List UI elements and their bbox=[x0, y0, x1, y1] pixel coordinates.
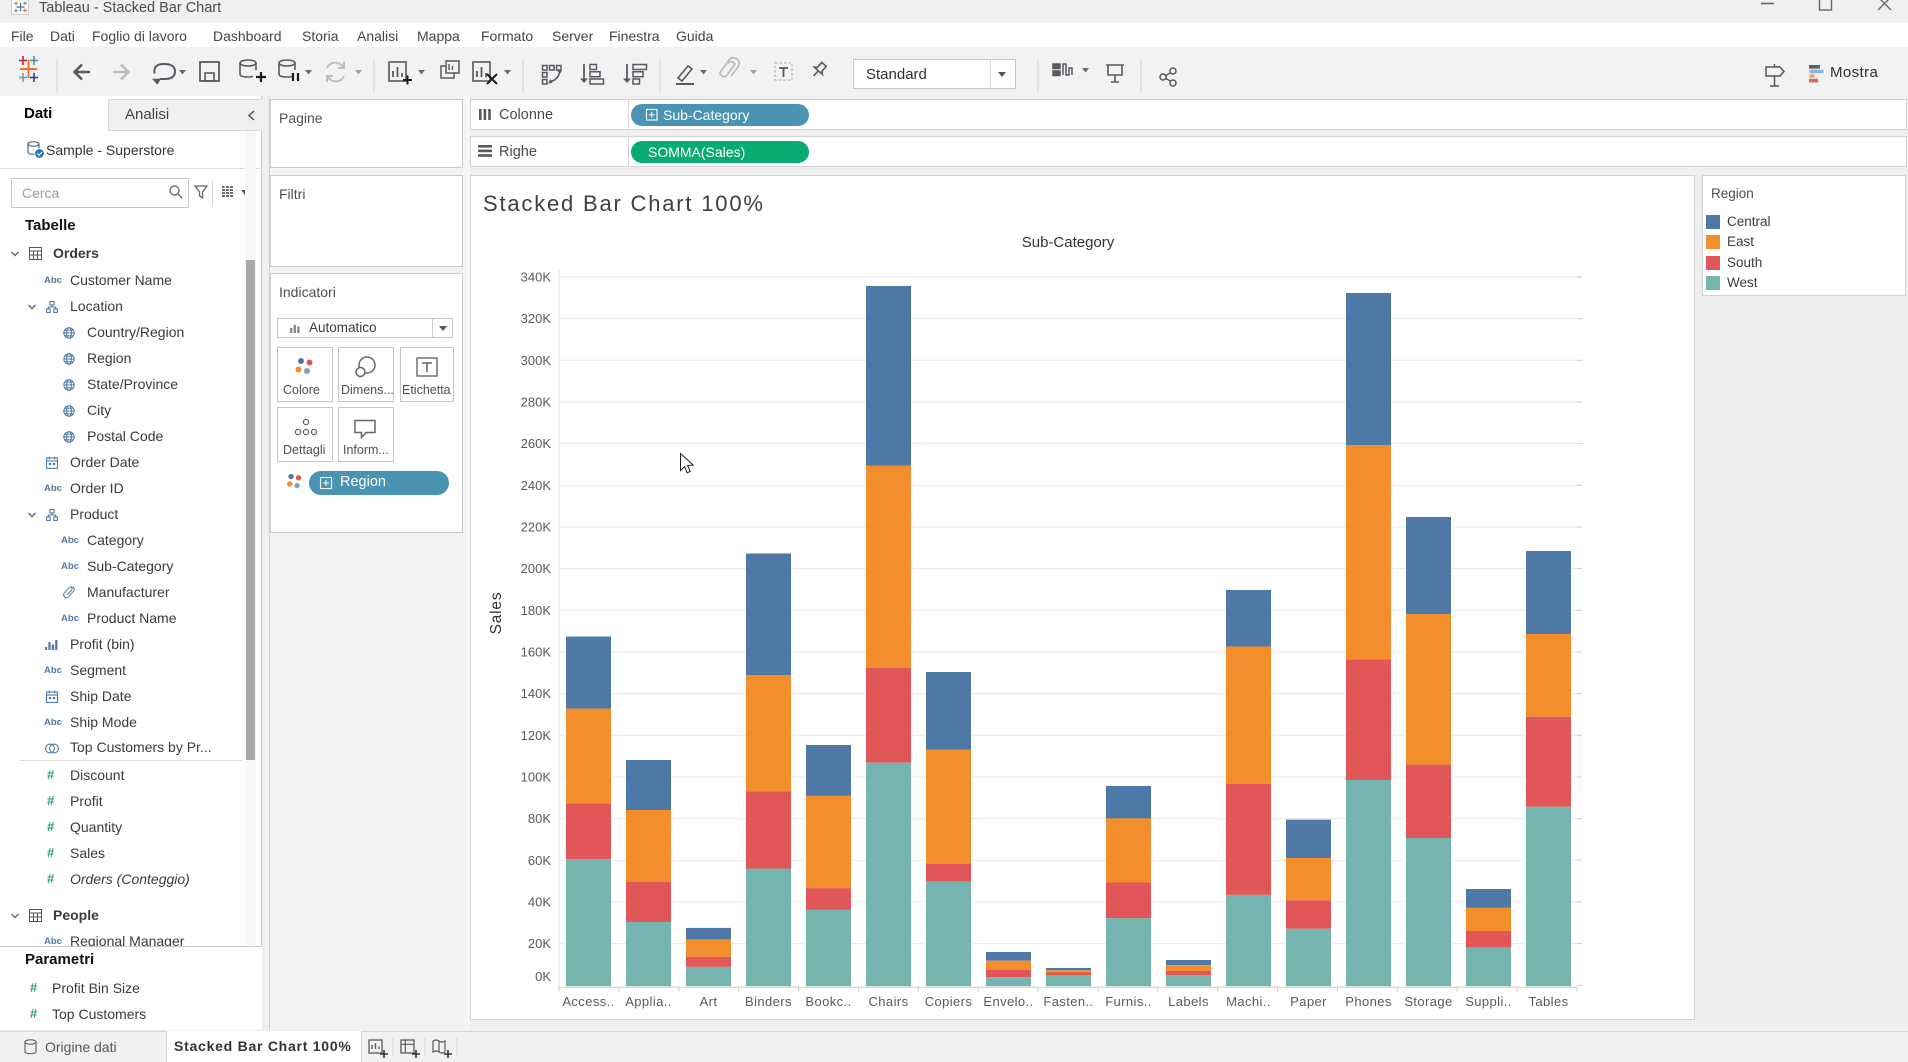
svg-text:Tables: Tables bbox=[1529, 994, 1569, 1009]
svg-text:Sub-Category: Sub-Category bbox=[1022, 234, 1115, 251]
svg-text:Bookc..: Bookc.. bbox=[805, 994, 851, 1009]
svg-text:Stacked Bar Chart 100%: Stacked Bar Chart 100% bbox=[483, 191, 765, 216]
svg-text:Fasten..: Fasten.. bbox=[1043, 994, 1093, 1009]
svg-text:340K: 340K bbox=[521, 270, 552, 285]
svg-text:Chairs: Chairs bbox=[869, 994, 909, 1009]
svg-text:Art: Art bbox=[700, 994, 718, 1009]
svg-text:Phones: Phones bbox=[1345, 994, 1392, 1009]
svg-text:Machi..: Machi.. bbox=[1226, 994, 1271, 1009]
svg-text:Furnis..: Furnis.. bbox=[1105, 994, 1152, 1009]
svg-text:Storage: Storage bbox=[1404, 994, 1452, 1009]
svg-text:120K: 120K bbox=[521, 728, 552, 743]
svg-text:100K: 100K bbox=[521, 770, 552, 785]
svg-text:Labels: Labels bbox=[1168, 994, 1209, 1009]
svg-text:80K: 80K bbox=[528, 811, 551, 826]
svg-text:Sales: Sales bbox=[488, 592, 505, 635]
svg-text:300K: 300K bbox=[521, 353, 552, 368]
svg-text:40K: 40K bbox=[528, 895, 551, 910]
svg-text:Suppli..: Suppli.. bbox=[1465, 994, 1512, 1009]
svg-text:320K: 320K bbox=[521, 311, 552, 326]
svg-text:220K: 220K bbox=[521, 520, 552, 535]
svg-text:Envelo..: Envelo.. bbox=[983, 994, 1033, 1009]
svg-text:160K: 160K bbox=[521, 645, 552, 660]
svg-text:Copiers: Copiers bbox=[925, 994, 973, 1009]
svg-text:Applia..: Applia.. bbox=[625, 994, 672, 1009]
svg-text:Paper: Paper bbox=[1290, 994, 1327, 1009]
svg-text:280K: 280K bbox=[521, 395, 552, 410]
svg-text:20K: 20K bbox=[528, 936, 551, 951]
svg-text:240K: 240K bbox=[521, 478, 552, 493]
svg-text:0K: 0K bbox=[535, 969, 551, 984]
svg-text:260K: 260K bbox=[521, 436, 552, 451]
svg-text:200K: 200K bbox=[521, 561, 552, 576]
svg-text:140K: 140K bbox=[521, 686, 552, 701]
svg-text:Binders: Binders bbox=[745, 994, 792, 1009]
svg-text:60K: 60K bbox=[528, 853, 551, 868]
svg-text:Access..: Access.. bbox=[562, 994, 614, 1009]
svg-text:180K: 180K bbox=[521, 603, 552, 618]
